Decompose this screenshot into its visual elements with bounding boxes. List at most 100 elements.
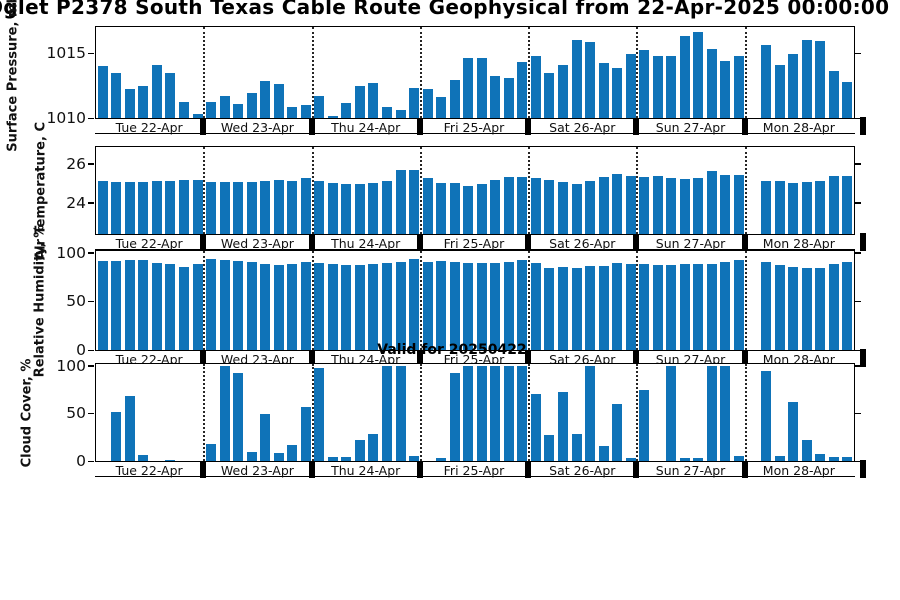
day-separator: [633, 461, 640, 478]
bar: [97, 66, 108, 118]
bar: [124, 88, 135, 118]
y-tick-mark: [855, 412, 861, 415]
y-tick-label: 0: [76, 341, 86, 359]
bar: [490, 365, 501, 461]
y-tick-mark: [855, 300, 861, 303]
bar: [436, 260, 447, 350]
bar: [287, 106, 298, 118]
bar: [612, 262, 623, 350]
bar: [517, 62, 528, 118]
bar: [192, 179, 203, 234]
day-boundary-gridline: [528, 364, 531, 461]
bar: [815, 267, 826, 350]
bar: [368, 434, 379, 461]
bar: [111, 181, 122, 234]
bar: [503, 78, 514, 118]
bar: [219, 181, 230, 234]
bar: [151, 262, 162, 350]
bar: [111, 72, 122, 118]
bar: [300, 406, 311, 461]
bar: [815, 454, 826, 461]
bar: [422, 178, 433, 234]
bar: [733, 175, 744, 234]
bar: [395, 110, 406, 118]
day-separator: [416, 461, 423, 478]
bar: [666, 365, 677, 461]
bar: [842, 261, 853, 350]
y-tick-mark: [88, 117, 94, 119]
bar: [233, 260, 244, 350]
bar: [449, 261, 460, 350]
day-boundary-gridline: [311, 251, 314, 350]
bar: [774, 65, 785, 118]
bar: [612, 174, 623, 234]
bar: [801, 268, 812, 350]
day-boundary-gridline: [419, 364, 422, 461]
y-tick-mark: [855, 252, 861, 254]
bar: [327, 116, 338, 118]
bar: [124, 182, 135, 234]
bar: [652, 55, 663, 118]
y-axis-label-surface-pressure: Surface Pressure, mb: [5, 0, 21, 152]
bar: [124, 396, 135, 461]
bar: [178, 179, 189, 234]
bar: [246, 451, 257, 461]
day-separator-right: [860, 460, 866, 478]
y-tick-mark: [88, 163, 94, 165]
bar: [720, 175, 731, 234]
bar: [151, 181, 162, 234]
day-separator: [741, 461, 748, 478]
bar: [314, 180, 325, 234]
bar: [761, 45, 772, 118]
bar: [314, 262, 325, 350]
y-tick-label: 50: [66, 404, 86, 423]
bar: [517, 259, 528, 350]
y-axis-label-relative-humidity: Relative Humidity, %: [32, 224, 48, 377]
y-tick-mark: [855, 202, 861, 204]
day-boundary-gridline: [419, 147, 422, 234]
bar: [327, 183, 338, 234]
bar: [300, 261, 311, 350]
day-separator: [200, 234, 207, 251]
y-tick-mark: [855, 117, 861, 119]
day-separator: [308, 234, 315, 251]
bar: [774, 181, 785, 234]
bar: [490, 75, 501, 118]
bar: [612, 67, 623, 118]
bar: [815, 181, 826, 234]
bar: [395, 365, 406, 461]
bar: [409, 258, 420, 350]
bar: [151, 64, 162, 118]
bar: [449, 372, 460, 461]
bar: [219, 95, 230, 118]
bar: [138, 455, 149, 461]
day-label: Mon 28-Apr: [762, 463, 835, 478]
bar: [422, 261, 433, 350]
bar: [666, 55, 677, 118]
bar: [463, 262, 474, 350]
bar: [639, 389, 650, 461]
bar: [165, 263, 176, 350]
day-label: Sun 27-Apr: [655, 236, 726, 251]
y-tick-mark: [855, 349, 861, 351]
bar: [178, 102, 189, 118]
bar: [273, 179, 284, 234]
day-separator-right: [860, 349, 866, 367]
day-separator: [416, 350, 423, 367]
day-separator: [633, 234, 640, 251]
bar: [341, 264, 352, 350]
bar: [788, 183, 799, 234]
bar: [625, 53, 636, 118]
bar: [761, 370, 772, 461]
bar: [761, 180, 772, 234]
bar: [544, 435, 555, 461]
day-label: Fri 25-Apr: [443, 236, 505, 251]
day-boundary-gridline: [311, 27, 314, 118]
bar: [679, 36, 690, 118]
bar: [300, 178, 311, 234]
bar: [233, 182, 244, 234]
bar: [733, 259, 744, 350]
day-boundary-gridline: [528, 147, 531, 234]
bar: [761, 261, 772, 350]
day-boundary-gridline: [636, 147, 639, 234]
